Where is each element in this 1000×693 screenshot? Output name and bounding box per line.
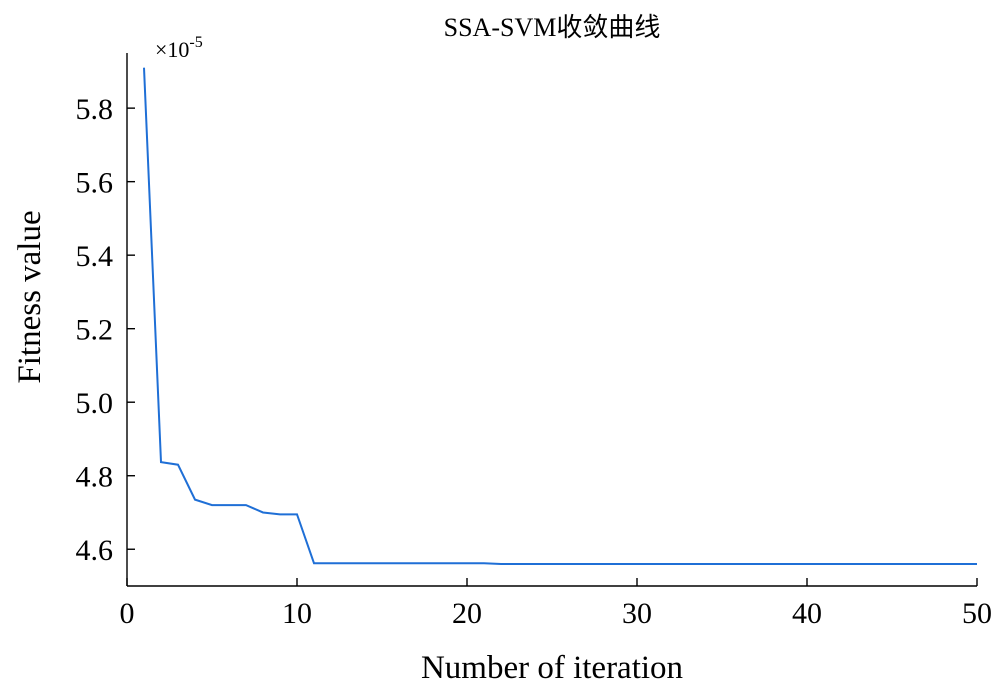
x-tick-label: 30 — [622, 597, 652, 630]
x-ticks: 0 10 20 30 40 50 — [120, 578, 992, 630]
x-tick-label: 0 — [120, 597, 135, 630]
x-tick-label: 40 — [792, 597, 822, 630]
x-tick-label: 50 — [962, 597, 992, 630]
y-tick-label: 5.6 — [76, 167, 114, 200]
x-axis-label: Number of iteration — [421, 650, 683, 686]
y-tick-label: 4.6 — [76, 534, 114, 567]
y-axis-multiplier: ×10-5 — [155, 34, 203, 62]
chart-title: SSA-SVM收敛曲线 — [444, 13, 661, 42]
y-tick-label: 5.8 — [76, 93, 114, 126]
y-tick-label: 4.8 — [76, 461, 114, 494]
y-axis-label: Fitness value — [12, 210, 48, 383]
y-tick-label: 5.4 — [76, 240, 114, 273]
y-ticks: 4.6 4.8 5.0 5.2 5.4 5.6 5.8 — [76, 93, 135, 567]
y-multiplier-exponent: -5 — [189, 34, 202, 51]
x-tick-label: 20 — [452, 597, 482, 630]
x-tick-label: 10 — [282, 597, 312, 630]
y-multiplier-base: ×10 — [155, 37, 189, 62]
y-tick-label: 5.2 — [76, 314, 114, 347]
fitness-series-line — [143, 67, 977, 565]
y-tick-label: 5.0 — [76, 387, 114, 420]
